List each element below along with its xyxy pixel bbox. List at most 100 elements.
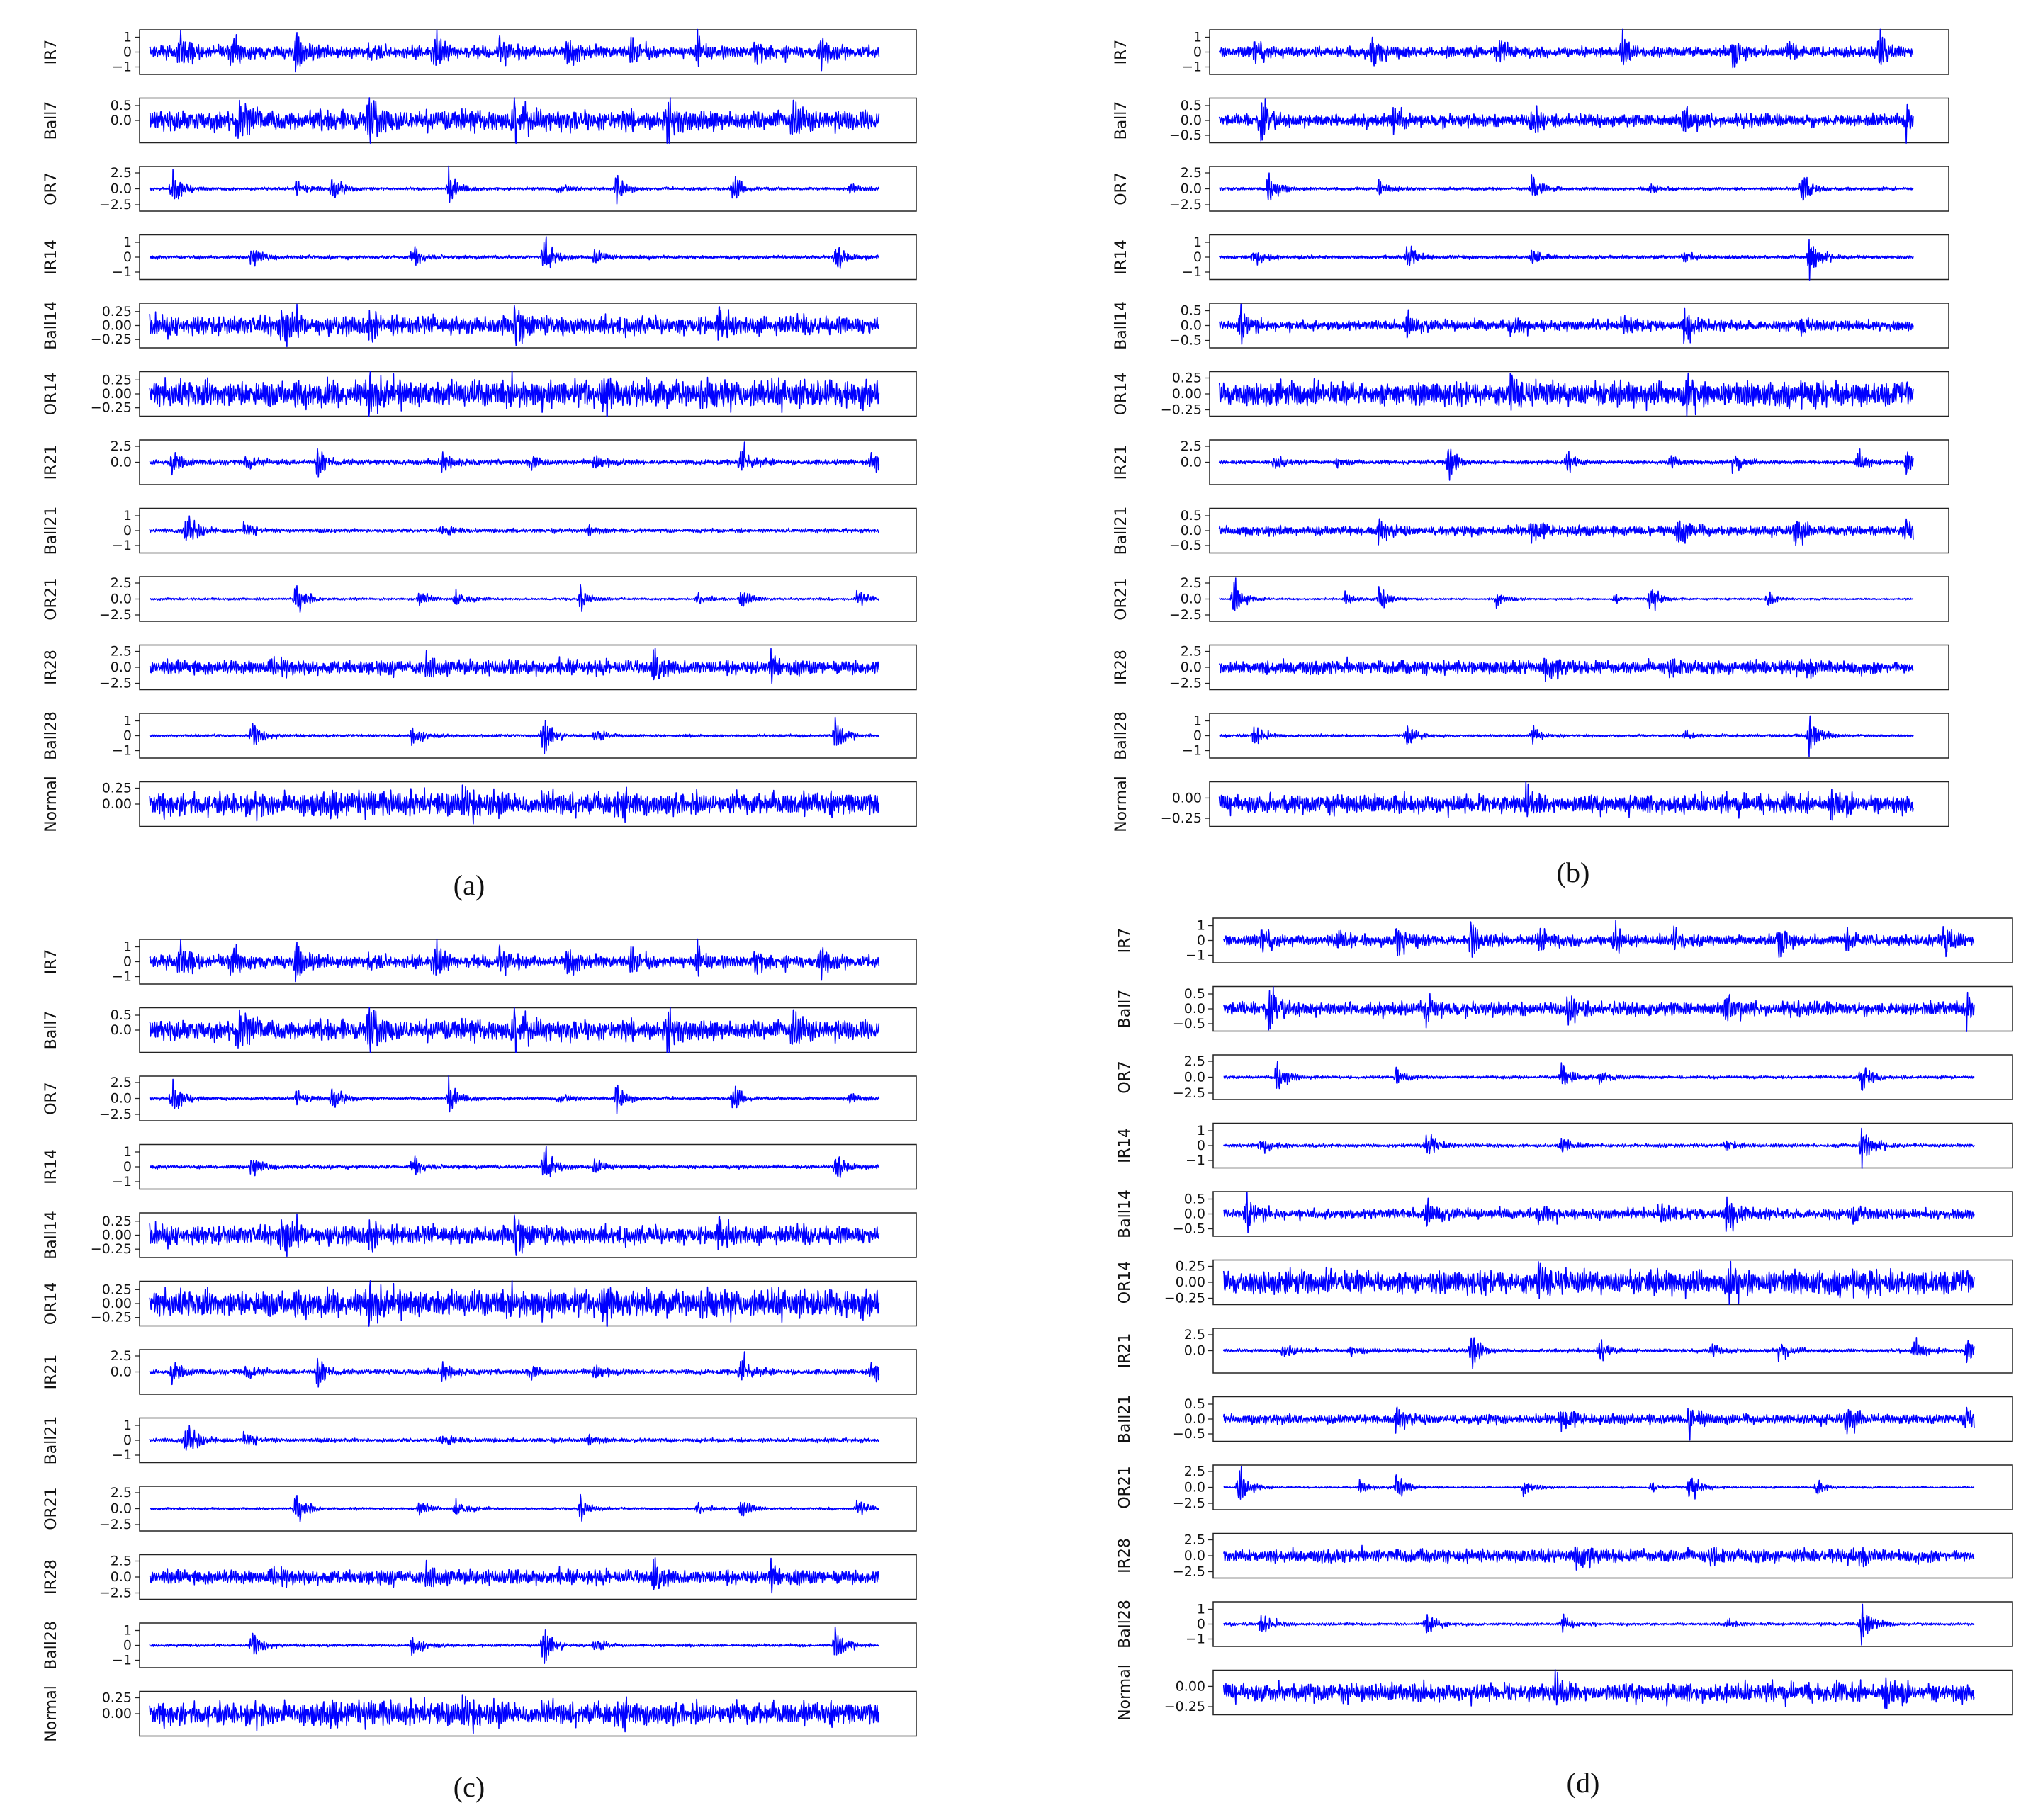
y-axis-label: IR28 [43,650,60,685]
y-tick-label: 0.25 [1172,371,1202,386]
y-tick-label: 0.0 [1184,1070,1205,1085]
signal-line-OR7 [149,165,880,205]
subplot-OR21: OR21 2.50.0−2.5 [1116,1464,2013,1511]
signal-line-Ball28 [149,1626,880,1664]
signal-line-Normal [149,1694,880,1734]
y-tick-label: 0.00 [1176,1678,1205,1694]
subplot-IR28: IR28 2.50.0−2.5 [43,1554,917,1601]
y-axis-label: Normal [1113,776,1130,832]
y-axis-label: IR14 [43,1149,60,1185]
y-axis-label: IR28 [1116,1538,1134,1573]
y-axis-label: IR7 [1113,40,1130,65]
y-tick-label: 0.5 [1184,1192,1205,1207]
y-axis-label: OR21 [1113,577,1130,621]
signal-line-Ball14 [149,303,880,348]
subplot-Normal: Normal 0.250.00 [43,1685,917,1742]
y-axis-label: IR7 [1116,928,1134,954]
subplot-Normal: Normal 0.00 −0.25 [1116,1664,2013,1721]
subplot-OR14: OR14 0.250.00−0.25 [43,371,917,417]
subplot-Ball21: Ball21 0.50.0−0.5 [1116,1395,2013,1443]
signal-line-Normal [149,784,880,825]
subplot-Ball28: Ball28 10−1 [43,711,917,760]
y-tick-label: 1 [123,508,132,524]
subplot-Ball14: Ball14 0.50.0−0.5 [1116,1189,2013,1238]
subplot-Ball7: Ball7 0.50.0−0.5 [1116,985,2013,1032]
signal-line-IR7 [149,938,880,983]
signal-line-Ball21 [1222,1406,1975,1441]
y-tick-label: 0.25 [102,1214,132,1229]
y-tick-label: 1 [123,30,132,45]
y-tick-label: 0.0 [111,113,132,128]
y-tick-label: 0.25 [102,1282,132,1297]
signal-line-Ball28 [1223,1603,1975,1646]
subplot-IR21: IR21 2.50.0 [43,1348,917,1395]
signal-line-IR14 [1218,239,1914,281]
subplot-Ball21: Ball21 10−1 [43,1416,917,1464]
y-tick-label: −1 [1182,60,1202,75]
y-tick-label: 1 [1197,918,1205,934]
signal-line-OR7 [1219,172,1914,201]
y-tick-label: 0 [123,1159,132,1175]
signal-line-OR14 [149,1280,880,1327]
y-axis-label: IR21 [1116,1333,1134,1369]
signal-line-IR14 [1223,1127,1975,1169]
signal-line-OR14 [1218,372,1914,417]
y-tick-label: 2.5 [1181,644,1202,660]
y-tick-label: −0.25 [1164,1699,1205,1714]
y-tick-label: 0.0 [111,1569,132,1585]
y-tick-label: 0.25 [1176,1259,1205,1274]
subplot-IR28: IR28 2.50.0−2.5 [1113,644,1949,691]
y-axis-label: Normal [1116,1664,1134,1721]
signal-line-Normal [1218,781,1914,821]
y-tick-label: −0.25 [91,400,132,416]
y-tick-label: −1 [112,264,132,280]
y-tick-label: 0 [123,249,132,265]
y-tick-label: 0 [1193,728,1202,744]
signal-line-IR7 [149,28,880,73]
y-tick-label: −1 [112,60,132,75]
y-tick-label: −2.5 [1169,607,1202,623]
y-tick-label: 0.25 [102,372,132,388]
y-axis-label: Ball21 [1113,507,1130,555]
y-axis-label: IR21 [43,445,60,480]
y-axis-label: OR7 [43,1082,60,1115]
y-tick-label: −2.5 [1169,676,1202,691]
y-tick-label: 0.0 [1184,1548,1205,1564]
subplot-IR14: IR14 10−1 [1113,234,1949,281]
signal-line-OR14 [1222,1260,1975,1305]
y-tick-label: 0 [123,954,132,970]
subplot-Ball7: Ball7 0.50.0 [43,97,917,144]
signal-line-OR21 [1223,1466,1975,1500]
y-tick-label: 0.0 [1184,1411,1205,1427]
y-tick-label: 0.5 [1181,303,1202,319]
signal-line-OR21 [1219,577,1914,611]
y-axis-label: Ball28 [1116,1600,1134,1649]
y-axis-label: OR7 [1116,1061,1134,1094]
signal-line-OR7 [1223,1061,1975,1091]
y-tick-label: 0 [123,523,132,538]
y-axis-label: Ball7 [1113,101,1130,140]
y-tick-label: −1 [1186,1632,1205,1647]
signal-line-IR21 [1222,1337,1975,1369]
y-tick-label: 0.25 [102,781,132,796]
y-tick-label: 2.5 [111,439,132,454]
y-tick-label: −2.5 [1169,197,1202,213]
y-axis-label: IR14 [1116,1128,1134,1163]
y-axis-label: IR14 [43,239,60,275]
y-tick-label: 1 [1197,1602,1205,1617]
subplot-Ball14: Ball14 0.250.00−0.25 [43,1211,917,1260]
y-tick-label: 0.25 [102,1690,132,1706]
y-tick-label: −0.25 [1161,402,1202,418]
y-tick-label: 0.0 [111,455,132,470]
y-tick-label: −0.25 [91,1241,132,1257]
y-tick-label: 2.5 [1181,439,1202,454]
y-tick-label: 1 [123,1623,132,1639]
y-tick-label: −0.5 [1169,538,1202,553]
y-axis-label: Ball28 [43,711,60,760]
subplot-Ball28: Ball28 10−1 [43,1621,917,1670]
subplot-IR14: IR14 10−1 [43,234,917,281]
signal-line-Ball14 [1218,303,1914,345]
y-tick-label: 0.00 [102,386,132,402]
y-tick-label: 0.0 [111,592,132,607]
